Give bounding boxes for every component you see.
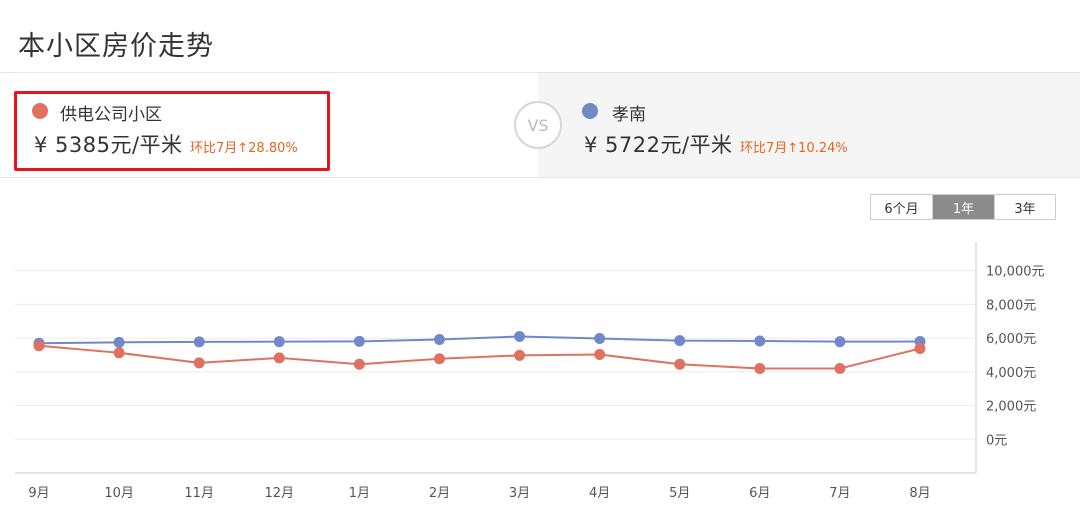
data-point xyxy=(834,336,846,348)
y-tick-label: 0元 xyxy=(986,433,1007,448)
highlight-box xyxy=(14,91,330,171)
data-point xyxy=(113,336,125,348)
x-tick-label: 6月 xyxy=(749,486,770,501)
x-tick-label: 4月 xyxy=(589,486,610,501)
page-title: 本小区房价走势 xyxy=(18,31,214,62)
district-legend-dot xyxy=(582,103,598,119)
y-tick-label: 8,000元 xyxy=(986,298,1036,313)
data-point xyxy=(273,336,285,348)
district-name: 孝南 xyxy=(612,105,646,125)
data-point xyxy=(834,362,846,374)
comparison-bar: 供电公司小区 ¥ 5385元/平米 环比7月↑28.80% 孝南 ¥ 5722元… xyxy=(0,72,1080,178)
x-tick-label: 1月 xyxy=(349,486,370,501)
data-point xyxy=(514,330,526,342)
y-tick-label: 2,000元 xyxy=(986,400,1036,415)
series-line xyxy=(38,344,921,370)
data-point xyxy=(914,343,926,355)
district-change: 环比7月↑10.24% xyxy=(740,141,848,156)
series-line xyxy=(38,335,921,345)
x-tick-label: 9月 xyxy=(28,486,49,501)
data-point xyxy=(433,353,445,365)
data-point xyxy=(193,357,205,369)
community-price: ¥ 5385元/平米 xyxy=(34,133,183,157)
x-tick-label: 2月 xyxy=(429,486,450,501)
community-change: 环比7月↑28.80% xyxy=(190,141,298,156)
data-point xyxy=(594,348,606,360)
y-tick-label: 10,000元 xyxy=(986,265,1045,280)
data-point xyxy=(353,358,365,370)
district-panel: 孝南 ¥ 5722元/平米 环比7月↑10.24% xyxy=(538,73,1080,177)
data-point xyxy=(33,340,45,352)
data-point xyxy=(594,332,606,344)
price-trend-chart: 0元 2,000元 4,000元 6,000元 8,000元 10,000元 9月 10月 11… xyxy=(15,242,1045,501)
tab-6-months[interactable]: 6个月 xyxy=(871,195,933,219)
vs-badge: VS xyxy=(514,101,562,149)
community-panel: 供电公司小区 ¥ 5385元/平米 环比7月↑28.80% xyxy=(0,73,538,177)
y-tick-label: 4,000元 xyxy=(986,366,1036,381)
data-point xyxy=(273,352,285,364)
data-point xyxy=(674,335,686,347)
data-point xyxy=(353,335,365,347)
y-tick-label: 6,000元 xyxy=(986,332,1036,347)
district-price: ¥ 5722元/平米 xyxy=(584,133,733,157)
data-point xyxy=(433,333,445,345)
community-name: 供电公司小区 xyxy=(60,105,162,125)
data-point xyxy=(754,335,766,347)
community-legend-dot xyxy=(32,103,48,119)
x-tick-label: 5月 xyxy=(669,486,690,501)
x-tick-label: 12月 xyxy=(264,486,294,501)
x-tick-label: 7月 xyxy=(829,486,850,501)
tab-3-years[interactable]: 3年 xyxy=(995,195,1055,219)
data-point xyxy=(514,349,526,361)
tab-1-year[interactable]: 1年 xyxy=(933,195,995,219)
x-tick-label: 3月 xyxy=(509,486,530,501)
data-point xyxy=(193,336,205,348)
time-range-tabs: 6个月 1年 3年 xyxy=(870,194,1056,220)
x-tick-label: 10月 xyxy=(104,486,134,501)
data-point xyxy=(674,358,686,370)
data-point xyxy=(113,347,125,359)
data-point xyxy=(754,362,766,374)
x-tick-label: 11月 xyxy=(184,486,214,501)
x-tick-label: 8月 xyxy=(909,486,930,501)
